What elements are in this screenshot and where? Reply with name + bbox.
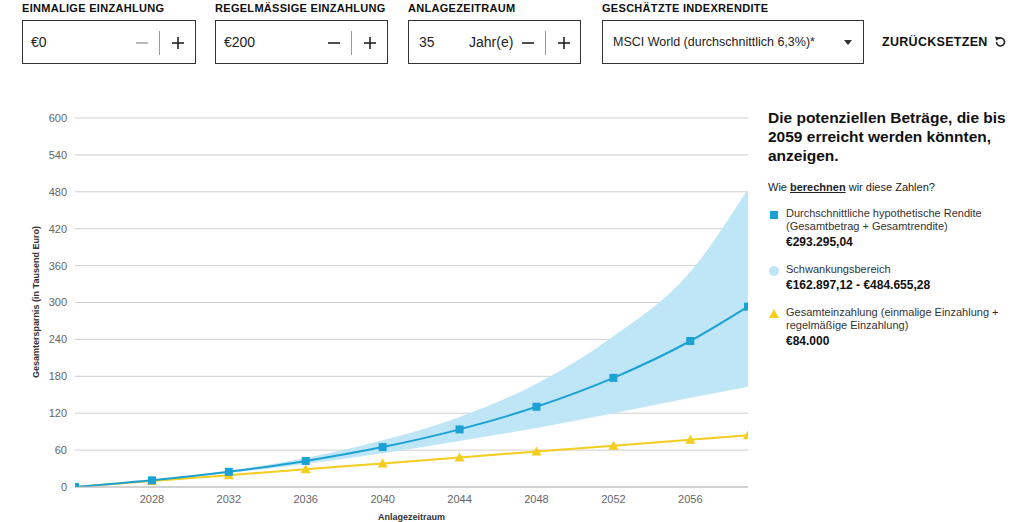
html-text:ANLAGEZEITRAUM: ANLAGEZEITRAUM [408, 2, 516, 14]
html-text:GESCHÄTZTE INDEXRENDITE: GESCHÄTZTE INDEXRENDITE [602, 2, 769, 14]
svg-text:2048: 2048 [524, 493, 548, 505]
svg-text:480: 480 [49, 186, 67, 198]
html-text:€293.295,04: €293.295,04 [786, 235, 853, 249]
svg-text:600: 600 [49, 112, 67, 124]
svg-text:2044: 2044 [447, 493, 471, 505]
html-text:35: 35 [419, 34, 435, 50]
html-text:€0: €0 [31, 34, 47, 50]
html-text:REGELMÄSSIGE EINZAHLUNG: REGELMÄSSIGE EINZAHLUNG [215, 2, 386, 14]
html-text:Wie berechnen wir diese Zahlen: Wie berechnen wir diese Zahlen? [768, 181, 935, 193]
html-text:ZURÜCKSETZEN: ZURÜCKSETZEN [882, 35, 988, 49]
html-text:Schwankungsbereich: Schwankungsbereich [786, 263, 891, 275]
svg-text:420: 420 [49, 223, 67, 235]
svg-text:2028: 2028 [140, 493, 164, 505]
html-text:Die potenziellen Beträge, die: Die potenziellen Beträge, die bis 2059 e… [768, 109, 1006, 164]
svg-text:180: 180 [49, 370, 67, 382]
svg-text:0: 0 [61, 481, 67, 493]
svg-text:2052: 2052 [601, 493, 625, 505]
html-text:€162.897,12 - €484.655,28: €162.897,12 - €484.655,28 [786, 278, 931, 292]
svg-text:540: 540 [49, 149, 67, 161]
svg-text:60: 60 [55, 444, 67, 456]
svg-text:360: 360 [49, 260, 67, 272]
svg-text:2040: 2040 [370, 493, 394, 505]
svg-text:2056: 2056 [678, 493, 702, 505]
svg-text:300: 300 [49, 296, 67, 308]
svg-text:Anlagezeitraum: Anlagezeitraum [378, 512, 445, 522]
html-text:€84.000: €84.000 [786, 334, 830, 348]
html-text:EINMALIGE EINZAHLUNG: EINMALIGE EINZAHLUNG [22, 2, 165, 14]
html-text:Gesamtersparnis (in Tausend Eu: Gesamtersparnis (in Tausend Euro) [31, 226, 41, 378]
html-text:€200: €200 [224, 34, 256, 50]
svg-text:120: 120 [49, 407, 67, 419]
svg-text:2036: 2036 [294, 493, 318, 505]
svg-text:240: 240 [49, 333, 67, 345]
html-text:Durchschnittliche hypothetisch: Durchschnittliche hypothetische Rendite … [786, 207, 982, 232]
svg-text:2032: 2032 [217, 493, 241, 505]
html-text:Jahr(e): Jahr(e) [469, 34, 514, 50]
html-text:Gesamteinzahlung (einmalige Ei: Gesamteinzahlung (einmalige Einzahlung +… [786, 306, 999, 331]
html-text:MSCI World (durchschnittlich 6: MSCI World (durchschnittlich 6,3%)* [613, 35, 815, 49]
